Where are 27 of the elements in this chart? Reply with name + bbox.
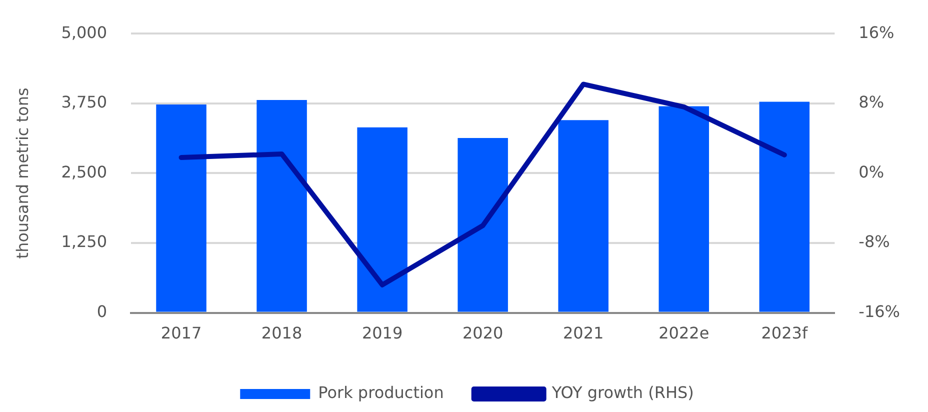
x-tick-label: 2017 [160,324,202,343]
bar [357,127,408,312]
y-tick-label: 1,250 [61,232,108,252]
bar [759,102,810,312]
x-tick-label: 2021 [563,324,604,343]
y2-tick-label: 16% [858,22,894,42]
bar [256,100,307,312]
y2-tick-label: 8% [858,92,884,112]
y-tick-label: 0 [96,302,108,321]
x-tick-label: 2020 [462,324,504,343]
x-tick-label: 2019 [362,324,403,343]
x-tick-label: 2023f [761,324,808,343]
legend-label: YOY growth (RHS) [550,383,694,402]
bar [156,104,206,312]
y2-tick-label: -8% [858,232,890,252]
y-tick-label: 5,000 [61,22,108,42]
y2-tick-label: -16% [858,302,900,321]
bar [658,106,710,312]
y-axis-title: thousand metric tons [12,88,32,259]
y-tick-label: 2,500 [61,162,108,182]
x-tick-label: 2018 [261,324,302,343]
y-tick-label: 3,750 [61,92,108,112]
y2-tick-label: 0% [858,162,884,182]
bar [558,120,608,312]
bar [458,138,508,312]
x-tick-label: 2022e [658,324,710,343]
legend-label: Pork production [318,383,444,402]
